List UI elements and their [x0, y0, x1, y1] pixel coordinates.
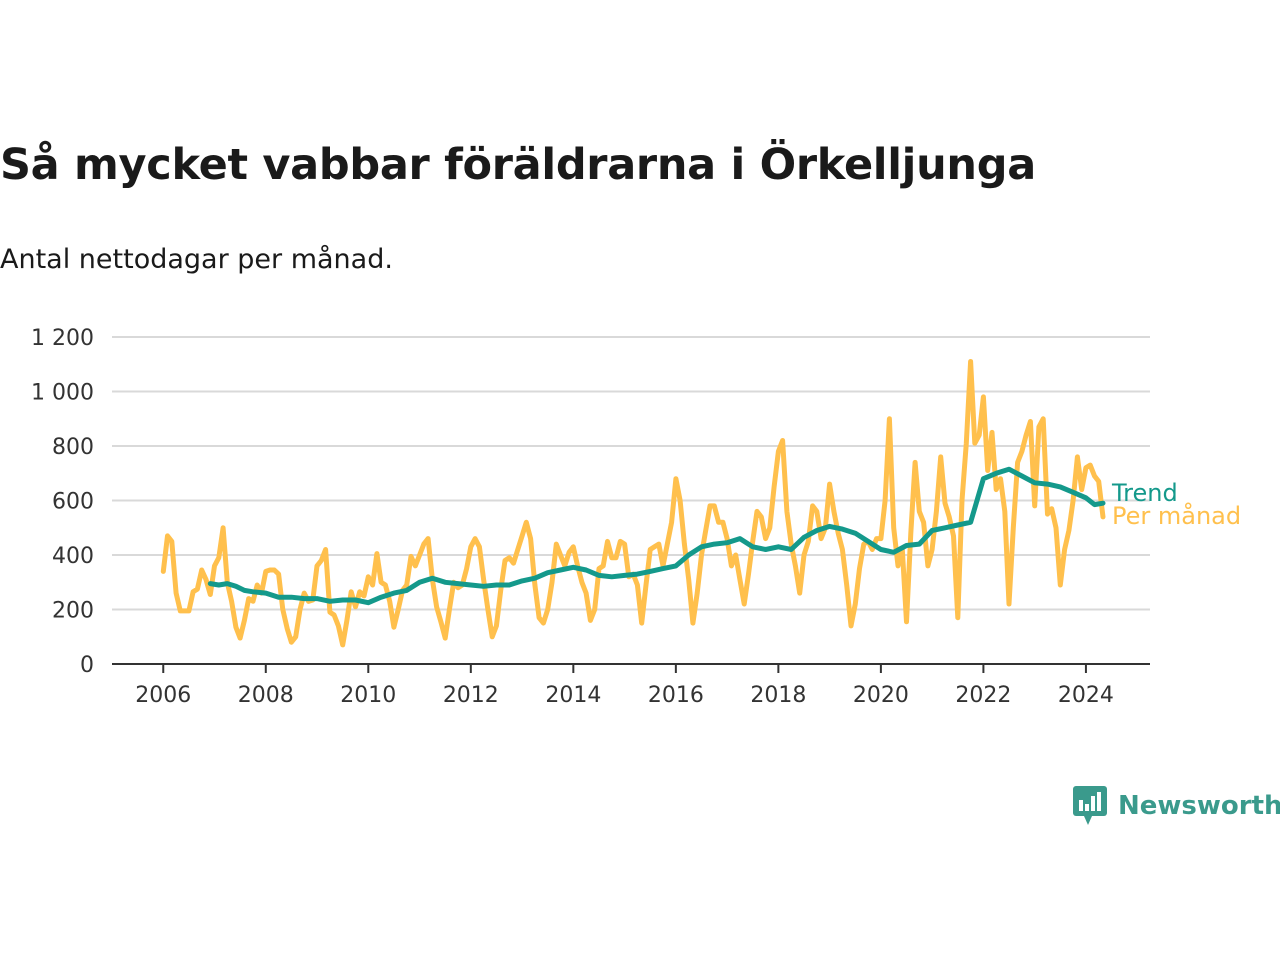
- x-tick-label: 2024: [1058, 683, 1114, 708]
- y-tick-label: 0: [80, 653, 94, 678]
- x-tick-label: 2020: [853, 683, 909, 708]
- y-tick-label: 1 200: [31, 326, 94, 351]
- y-tick-label: 400: [52, 544, 94, 569]
- newsworthy-icon: [1073, 786, 1107, 825]
- x-tick-label: 2022: [955, 683, 1011, 708]
- x-tick-label: 2010: [340, 683, 396, 708]
- x-tick-label: 2018: [750, 683, 806, 708]
- x-tick-label: 2014: [545, 683, 601, 708]
- newsworthy-logo: Newsworthy: [1072, 784, 1280, 828]
- x-axis: 2006 2008 2010 2012 2014 2016 2018 2020 2022 2024: [112, 663, 1150, 708]
- y-tick-label: 800: [52, 435, 94, 460]
- chart-title: Så mycket vabbar föräldrarna i Örkelljun…: [0, 140, 1036, 190]
- y-tick-label: 600: [52, 490, 94, 515]
- series-line-trend: [207, 466, 1106, 606]
- series-line-per-manad: [160, 359, 1106, 648]
- x-tick-label: 2008: [238, 683, 294, 708]
- x-tick-label: 2006: [135, 683, 191, 708]
- legend-label-trend: Trend: [1111, 479, 1178, 507]
- y-tick-label: 1 000: [31, 381, 94, 406]
- x-tick-label: 2012: [443, 683, 499, 708]
- y-tick-label: 200: [52, 599, 94, 624]
- chart-subtitle: Antal nettodagar per månad.: [0, 244, 393, 275]
- brand-name: Newsworthy: [1118, 791, 1280, 821]
- series-lines: [160, 359, 1106, 648]
- legend-label-per-manad: Per månad: [1112, 501, 1241, 530]
- x-tick-label: 2016: [648, 683, 704, 708]
- y-axis-ticks: 0 200 400 600 800 1 000 1 200: [31, 326, 94, 678]
